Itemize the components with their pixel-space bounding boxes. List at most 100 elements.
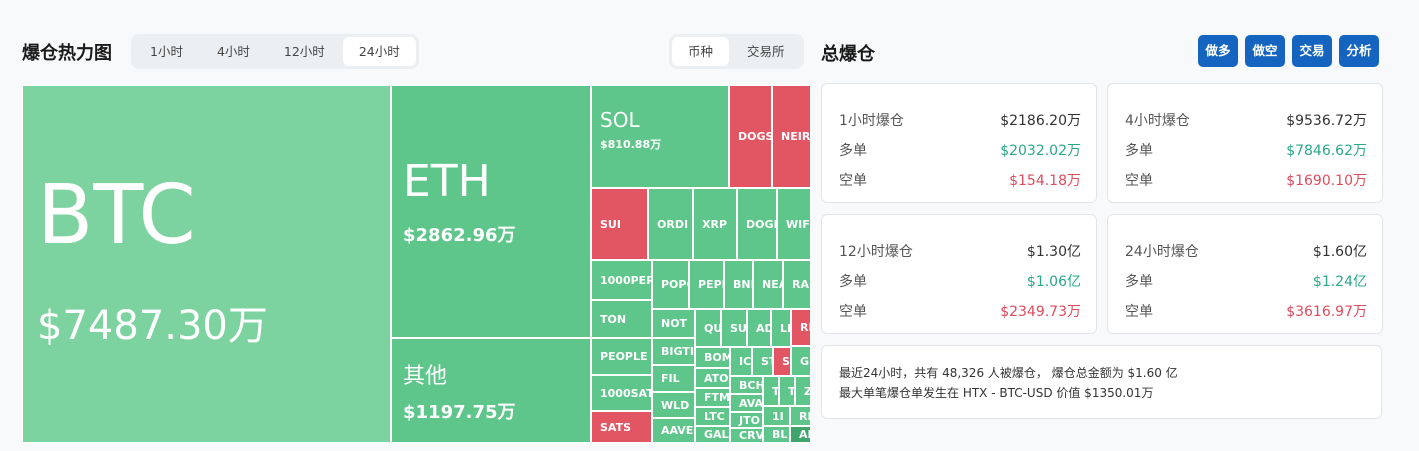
treemap-tile-crv[interactable]: CRV <box>730 428 763 443</box>
tile-label: T <box>772 384 779 398</box>
treemap-tile-fil[interactable]: FIL <box>652 365 695 392</box>
treemap-tile-aave[interactable]: AAVE <box>652 418 695 443</box>
tab-4h[interactable]: 4小时 <box>216 44 250 59</box>
treemap-tile-eth[interactable]: ETH $2862.96万 <box>391 85 591 338</box>
tile-label: CRV <box>739 429 763 442</box>
treemap-tile-1000sat[interactable]: 1000SAT <box>591 375 652 411</box>
treemap-tile-not[interactable]: NOT <box>652 309 695 338</box>
short-value: $154.18万 <box>1009 173 1081 189</box>
short-row: 空单 $154.18万 <box>839 166 1081 196</box>
treemap-tile-1000pep[interactable]: 1000PEP <box>591 260 652 300</box>
treemap-tile-z[interactable]: Z <box>795 376 810 406</box>
total-row: 1小时爆仓 $2186.20万 <box>839 106 1081 136</box>
period-label: 24小时爆仓 <box>1125 244 1199 260</box>
tile-label: 1I <box>772 409 784 423</box>
treemap-tile-bom[interactable]: BOM <box>695 347 730 368</box>
treemap-tile-dogs[interactable]: DOGS <box>729 85 772 188</box>
treemap-tile-bigti[interactable]: BIGTI <box>652 338 695 365</box>
short-value: $2349.73万 <box>1000 304 1081 320</box>
treemap-tile-bnb[interactable]: BNB <box>724 260 753 309</box>
tile-label: JTO <box>739 413 760 427</box>
long-button[interactable]: 做多 <box>1198 35 1238 67</box>
treemap-tile-ltc[interactable]: LTC <box>695 407 730 426</box>
treemap-tile-qu[interactable]: QU <box>695 309 721 347</box>
stats-card: 1小时爆仓 $2186.20万 多单 $2032.02万 空单 $154.18万 <box>821 83 1097 203</box>
treemap-tile-t[interactable]: T <box>763 376 779 406</box>
treemap-tile-t[interactable]: T <box>779 376 795 406</box>
treemap-tile-doge[interactable]: DOGE <box>737 188 777 260</box>
tile-label: BNB <box>733 278 752 291</box>
treemap-tile-gala[interactable]: GALA <box>695 426 730 443</box>
treemap-tile-atoi[interactable]: ATOI <box>695 368 730 388</box>
tile-label: SATS <box>600 420 632 434</box>
tile-label: LTC <box>704 410 725 423</box>
treemap-tile-1i[interactable]: 1I <box>763 406 790 426</box>
long-value: $7846.62万 <box>1286 143 1367 159</box>
tile-label: PEPE <box>698 278 723 291</box>
tile-label: RI <box>800 321 810 334</box>
action-buttons: 做多 做空 交易 分析 <box>1198 35 1379 67</box>
treemap-tile-rd[interactable]: RD <box>790 406 810 426</box>
tab-exchange[interactable]: 交易所 <box>747 44 785 59</box>
treemap-tile-ra[interactable]: RA <box>783 260 810 309</box>
tile-label: BCH <box>739 378 763 392</box>
trade-button[interactable]: 交易 <box>1292 35 1332 67</box>
treemap-tile-neir[interactable]: NEIR <box>772 85 810 188</box>
time-range-tabs: 1小时 4小时 12小时 24小时 <box>131 34 419 69</box>
tab-coin[interactable]: 币种 <box>672 37 730 66</box>
tile-label: FIL <box>661 372 680 385</box>
treemap-tile-ava[interactable]: AVA <box>730 394 763 412</box>
treemap-tile-popc[interactable]: POPC <box>652 260 689 309</box>
treemap-tile-pepe[interactable]: PEPE <box>689 260 724 309</box>
treemap-tile-ftm[interactable]: FTM <box>695 388 730 407</box>
tab-1h[interactable]: 1小时 <box>150 44 183 59</box>
tile-value: $7487.30万 <box>37 302 268 349</box>
treemap-tile-其他[interactable]: 其他 $1197.75万 <box>391 338 591 443</box>
treemap-tile-ic[interactable]: IC <box>730 347 752 376</box>
treemap-tile-bl[interactable]: BL <box>763 426 790 443</box>
treemap-tile-people[interactable]: PEOPLE <box>591 338 652 375</box>
treemap-tile-ri[interactable]: RI <box>791 309 810 346</box>
treemap-tile-near[interactable]: NEAR <box>753 260 783 309</box>
long-label: 多单 <box>839 274 867 290</box>
treemap-tile-al[interactable]: AL <box>790 426 810 443</box>
treemap-tile-jto[interactable]: JTO <box>730 412 763 428</box>
treemap-tile-ad[interactable]: AD <box>747 309 771 347</box>
treemap-tile-s[interactable]: S <box>773 347 791 376</box>
tile-label: Z <box>804 385 810 398</box>
treemap-tile-wif[interactable]: WIF <box>777 188 810 260</box>
group-tabs: 币种 交易所 <box>669 34 804 69</box>
treemap-tile-su[interactable]: SU <box>721 309 747 347</box>
short-row: 空单 $2349.73万 <box>839 297 1081 327</box>
treemap-tile-sui[interactable]: SUI <box>591 188 648 260</box>
long-row: 多单 $1.06亿 <box>839 267 1081 297</box>
tile-label: FTM <box>704 391 730 404</box>
treemap-tile-xrp[interactable]: XRP <box>693 188 737 260</box>
treemap-tile-btc[interactable]: BTC $7487.30万 <box>22 85 391 443</box>
heatmap-title: 爆仓热力图 <box>22 43 112 64</box>
tile-label: ORDI <box>657 217 689 231</box>
tile-label: GALA <box>704 428 729 441</box>
short-button[interactable]: 做空 <box>1245 35 1285 67</box>
treemap-tile-ton[interactable]: TON <box>591 300 652 338</box>
tab-24h[interactable]: 24小时 <box>342 37 416 66</box>
treemap-tile-g[interactable]: G <box>791 346 810 376</box>
treemap-tile-sats[interactable]: SATS <box>591 411 652 443</box>
tile-label: S <box>782 355 790 368</box>
analysis-button[interactable]: 分析 <box>1339 35 1379 67</box>
stats-card: 24小时爆仓 $1.60亿 多单 $1.24亿 空单 $3616.97万 <box>1107 214 1383 334</box>
long-row: 多单 $2032.02万 <box>839 136 1081 166</box>
short-row: 空单 $1690.10万 <box>1125 166 1367 196</box>
treemap-tile-sol[interactable]: SOL $810.88万 <box>591 85 729 188</box>
tile-label: BTC <box>37 167 196 263</box>
treemap-tile-st[interactable]: ST <box>752 347 773 376</box>
treemap-tile-li[interactable]: LI <box>771 309 791 347</box>
treemap-tile-ordi[interactable]: ORDI <box>648 188 693 260</box>
short-label: 空单 <box>1125 173 1153 189</box>
tile-label: BL <box>772 428 788 441</box>
period-label: 4小时爆仓 <box>1125 113 1190 129</box>
total-row: 4小时爆仓 $9536.72万 <box>1125 106 1367 136</box>
tab-12h[interactable]: 12小时 <box>283 44 325 59</box>
treemap-tile-bch[interactable]: BCH <box>730 376 763 394</box>
treemap-tile-wld[interactable]: WLD <box>652 392 695 418</box>
